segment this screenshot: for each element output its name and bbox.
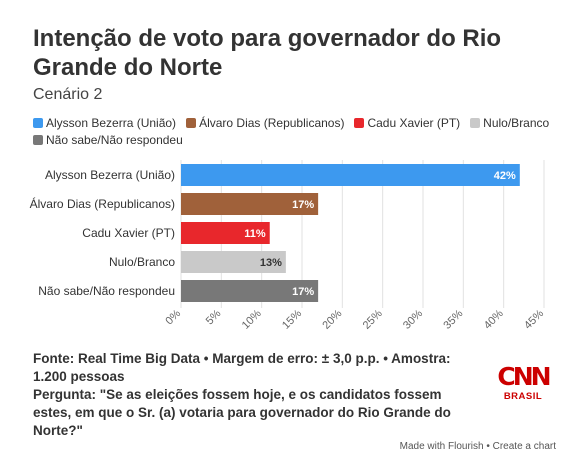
legend-item[interactable]: Alysson Bezerra (União) bbox=[33, 115, 176, 130]
source-note: Fonte: Real Time Big Data • Margem de er… bbox=[33, 351, 451, 384]
legend-swatch bbox=[186, 117, 197, 128]
cnn-logo-word: CNN bbox=[497, 362, 551, 391]
x-tick-label: 15% bbox=[280, 307, 304, 331]
legend-label: Cadu Xavier (PT) bbox=[367, 115, 461, 130]
bar[interactable] bbox=[181, 164, 520, 186]
legend-label: Alysson Bezerra (União) bbox=[46, 115, 177, 130]
bar[interactable] bbox=[181, 251, 286, 273]
cnn-brasil-logo[interactable]: CNN BRASIL bbox=[493, 364, 553, 404]
chart-subtitle: Cenário 2 bbox=[33, 86, 103, 103]
made-with-flourish-link[interactable]: Made with Flourish bbox=[399, 441, 484, 452]
legend-label: Não sabe/Não respondeu bbox=[46, 132, 183, 147]
value-label: 17% bbox=[292, 286, 314, 298]
legend-swatch bbox=[33, 134, 43, 145]
question-note: Pergunta: "Se as eleições fossem hoje, e… bbox=[33, 387, 451, 438]
x-tick-label: 10% bbox=[240, 307, 264, 331]
value-label: 13% bbox=[260, 257, 282, 269]
legend: Alysson Bezerra (União) Álvaro Dias (Rep… bbox=[33, 115, 563, 147]
legend-item[interactable]: Não sabe/Não respondeu bbox=[33, 132, 183, 147]
category-label: Alysson Bezerra (União) bbox=[45, 168, 175, 182]
cnn-logo-brasil: BRASIL bbox=[503, 391, 543, 402]
bar[interactable] bbox=[181, 193, 319, 215]
legend-swatch bbox=[33, 117, 43, 128]
create-chart-link[interactable]: Create a chart bbox=[492, 441, 556, 452]
x-tick-label: 40% bbox=[482, 307, 506, 331]
x-tick-label: 45% bbox=[522, 307, 546, 331]
category-label: Álvaro Dias (Republicanos) bbox=[30, 196, 175, 211]
x-tick-label: 0% bbox=[163, 307, 183, 327]
flourish-credits: Made with Flourish • Create a chart bbox=[400, 441, 556, 452]
x-tick-label: 5% bbox=[204, 307, 224, 327]
chart-footer: Fonte: Real Time Big Data • Margem de er… bbox=[33, 350, 473, 440]
bar[interactable] bbox=[181, 222, 270, 244]
legend-label: Álvaro Dias (Republicanos) bbox=[199, 115, 345, 130]
x-tick-label: 20% bbox=[320, 307, 344, 331]
bar-chart: Alysson Bezerra (União) 42% Álvaro Dias (R… bbox=[30, 160, 546, 332]
chart-title: Intenção de voto para governador do Rio … bbox=[33, 25, 502, 81]
legend-label: Nulo/Branco bbox=[483, 115, 550, 130]
legend-item[interactable]: Álvaro Dias (Republicanos) bbox=[186, 115, 344, 130]
credits-separator: • bbox=[483, 441, 493, 452]
legend-swatch bbox=[354, 117, 365, 128]
legend-swatch bbox=[470, 117, 481, 128]
legend-item[interactable]: Cadu Xavier (PT) bbox=[354, 115, 460, 130]
x-tick-label: 35% bbox=[441, 307, 465, 331]
category-label: Nulo/Branco bbox=[109, 255, 175, 269]
x-tick-label: 30% bbox=[401, 307, 425, 331]
category-label: Não sabe/Não respondeu bbox=[38, 284, 175, 298]
bar[interactable] bbox=[181, 280, 319, 302]
legend-item[interactable]: Nulo/Branco bbox=[470, 115, 549, 130]
category-label: Cadu Xavier (PT) bbox=[82, 226, 175, 240]
value-label: 11% bbox=[244, 228, 266, 240]
value-label: 42% bbox=[494, 170, 516, 182]
x-tick-label: 25% bbox=[361, 307, 385, 331]
value-label: 17% bbox=[292, 199, 314, 211]
